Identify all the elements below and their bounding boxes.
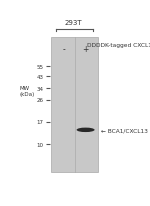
Text: +: + (82, 45, 89, 54)
Text: 293T: 293T (64, 20, 82, 26)
Text: DDDDK-tagged CXCL13: DDDDK-tagged CXCL13 (87, 43, 150, 48)
Text: -: - (62, 45, 65, 54)
FancyBboxPatch shape (51, 37, 98, 172)
Text: 43: 43 (37, 75, 44, 80)
Ellipse shape (77, 128, 95, 132)
Text: MW
(kDa): MW (kDa) (20, 86, 35, 97)
Text: 17: 17 (37, 120, 44, 125)
Text: 26: 26 (37, 98, 44, 103)
Text: ← BCA1/CXCL13: ← BCA1/CXCL13 (101, 128, 148, 133)
Text: 10: 10 (37, 142, 44, 147)
Text: 34: 34 (37, 87, 44, 91)
Text: 55: 55 (37, 64, 44, 69)
